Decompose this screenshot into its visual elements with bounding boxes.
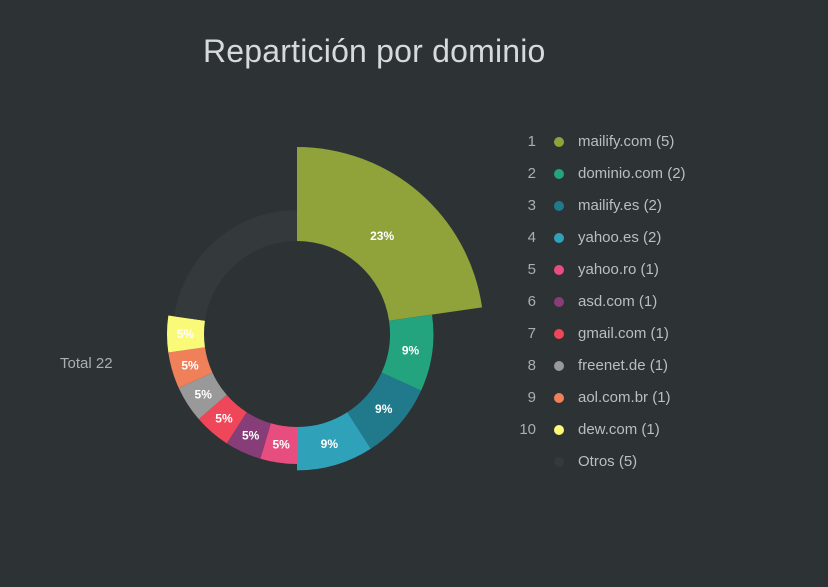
- legend-label: gmail.com (1): [578, 325, 669, 342]
- slice-otros[interactable]: [174, 210, 297, 321]
- slice-percent-label: 5%: [272, 437, 290, 451]
- legend-index: 4: [527, 229, 536, 246]
- legend-label: aol.com.br (1): [578, 389, 671, 406]
- legend-index: 1: [527, 133, 536, 150]
- legend-label: yahoo.es (2): [578, 229, 662, 246]
- slice-yahoo-ro[interactable]: [260, 423, 297, 464]
- chart-title: Repartición por dominio: [203, 33, 546, 69]
- legend-label: mailify.com (5): [578, 133, 675, 150]
- legend-color-dot: [554, 265, 564, 275]
- legend-color-dot: [554, 425, 564, 435]
- slice-percent-label: 5%: [181, 358, 199, 372]
- slice-dominio-com[interactable]: [381, 314, 434, 391]
- slice-yahoo-es[interactable]: [297, 412, 371, 471]
- slice-dew-com[interactable]: [167, 315, 205, 353]
- slice-percent-label: 9%: [375, 402, 393, 416]
- legend-label: Otros (5): [578, 453, 638, 470]
- legend-index: 3: [527, 197, 536, 214]
- slice-percent-label: 5%: [177, 327, 195, 341]
- legend-color-dot: [554, 233, 564, 243]
- legend-index: 2: [527, 165, 536, 182]
- chart-legend: 1 mailify.com (5) 2 dominio.com (2) 3 mailify…: [518, 130, 818, 482]
- legend-item[interactable]: 1 mailify.com (5): [518, 130, 818, 162]
- legend-item[interactable]: 10 dew.com (1): [518, 418, 818, 450]
- legend-label: yahoo.ro (1): [578, 261, 659, 278]
- legend-item[interactable]: 3 mailify.es (2): [518, 194, 818, 226]
- slice-gmail-com[interactable]: [198, 394, 247, 444]
- slice-percent-label: 5%: [215, 411, 233, 425]
- legend-item[interactable]: 9 aol.com.br (1): [518, 386, 818, 418]
- legend-item[interactable]: 7 gmail.com (1): [518, 322, 818, 354]
- slice-percent-label: 9%: [402, 343, 420, 357]
- legend-label: dominio.com (2): [578, 165, 686, 182]
- slice-percent-label: 5%: [195, 387, 213, 401]
- legend-color-dot: [554, 137, 564, 147]
- legend-label: dew.com (1): [578, 421, 660, 438]
- legend-item[interactable]: Otros (5): [518, 450, 818, 482]
- legend-item[interactable]: 5 yahoo.ro (1): [518, 258, 818, 290]
- legend-index: 9: [527, 389, 536, 406]
- legend-index: 5: [527, 261, 536, 278]
- legend-item[interactable]: 8 freenet.de (1): [518, 354, 818, 386]
- legend-label: mailify.es (2): [578, 197, 662, 214]
- legend-item[interactable]: 6 asd.com (1): [518, 290, 818, 322]
- legend-color-dot: [554, 393, 564, 403]
- slice-percent-label: 5%: [242, 428, 260, 442]
- slice-mailify-es[interactable]: [347, 372, 422, 449]
- legend-item[interactable]: 4 yahoo.es (2): [518, 226, 818, 258]
- slice-percent-label: 9%: [321, 437, 339, 451]
- slice-aol-com-br[interactable]: [168, 347, 213, 389]
- legend-index: 10: [519, 421, 536, 438]
- legend-label: asd.com (1): [578, 293, 658, 310]
- legend-index: 7: [527, 325, 536, 342]
- legend-color-dot: [554, 297, 564, 307]
- legend-item[interactable]: 2 dominio.com (2): [518, 162, 818, 194]
- legend-index: 6: [527, 293, 536, 310]
- legend-color-dot: [554, 361, 564, 371]
- legend-color-dot: [554, 201, 564, 211]
- slice-freenet-de[interactable]: [178, 372, 227, 420]
- legend-color-dot: [554, 457, 564, 467]
- slice-asd-com[interactable]: [226, 412, 271, 459]
- legend-color-dot: [554, 169, 564, 179]
- legend-color-dot: [554, 329, 564, 339]
- legend-index: 8: [527, 357, 536, 374]
- slice-percent-label: 23%: [370, 229, 394, 243]
- slice-mailify-com[interactable]: [297, 147, 483, 321]
- legend-total: Total 22: [60, 355, 113, 372]
- legend-label: freenet.de (1): [578, 357, 669, 374]
